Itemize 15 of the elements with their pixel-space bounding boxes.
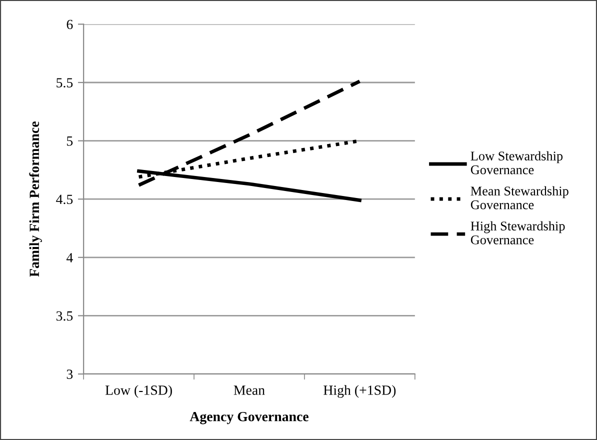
y-tick-label: 3.5	[56, 311, 73, 321]
y-tick-label: 6	[66, 20, 73, 30]
x-axis-title: Agency Governance	[190, 412, 308, 424]
y-tick-label: 5	[67, 136, 73, 146]
x-tick-label: Low (-1SD)	[105, 385, 172, 398]
y-tick-label: 5.5	[56, 78, 73, 88]
y-axis-title: Family Firm Performance	[29, 122, 42, 277]
legend-label: Mean Stewardship Governance	[470, 186, 568, 210]
legend-label: High Stewardship Governance	[470, 221, 565, 244]
legend-label: Low Stewardship Governance	[470, 151, 563, 174]
y-tick-label: 4	[66, 253, 73, 262]
x-tick-label: Mean	[234, 386, 265, 395]
y-tick-label: 4.5	[56, 194, 73, 204]
x-tick-label: High (+1SD)	[324, 385, 396, 398]
y-tick-label: 3	[66, 370, 73, 379]
